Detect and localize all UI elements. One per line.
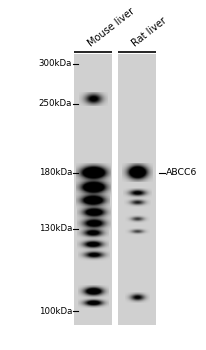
FancyBboxPatch shape <box>118 54 156 324</box>
Text: Mouse liver: Mouse liver <box>86 6 137 48</box>
FancyBboxPatch shape <box>74 54 112 324</box>
Text: Rat liver: Rat liver <box>130 15 168 48</box>
Text: 250kDa: 250kDa <box>39 99 72 108</box>
Text: 100kDa: 100kDa <box>39 307 72 316</box>
Text: 130kDa: 130kDa <box>39 224 72 233</box>
Text: ABCC6: ABCC6 <box>166 168 197 177</box>
Text: 300kDa: 300kDa <box>39 60 72 69</box>
Text: 180kDa: 180kDa <box>39 168 72 177</box>
